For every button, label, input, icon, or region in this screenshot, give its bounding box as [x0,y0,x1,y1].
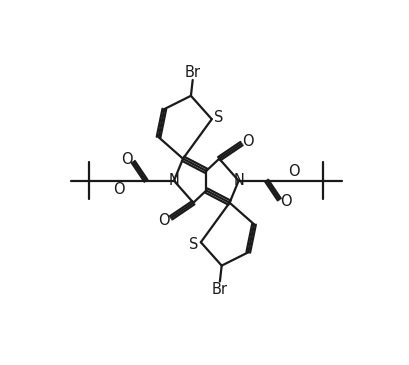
Text: O: O [158,213,170,228]
Text: S: S [214,110,224,125]
Text: O: O [121,152,133,167]
Text: O: O [243,134,254,149]
Text: O: O [280,195,292,210]
Text: Br: Br [185,65,201,80]
Text: Br: Br [212,282,228,297]
Text: N: N [233,173,244,188]
Text: N: N [169,173,180,188]
Text: S: S [189,237,198,251]
Text: O: O [288,164,299,179]
Text: O: O [113,182,125,197]
